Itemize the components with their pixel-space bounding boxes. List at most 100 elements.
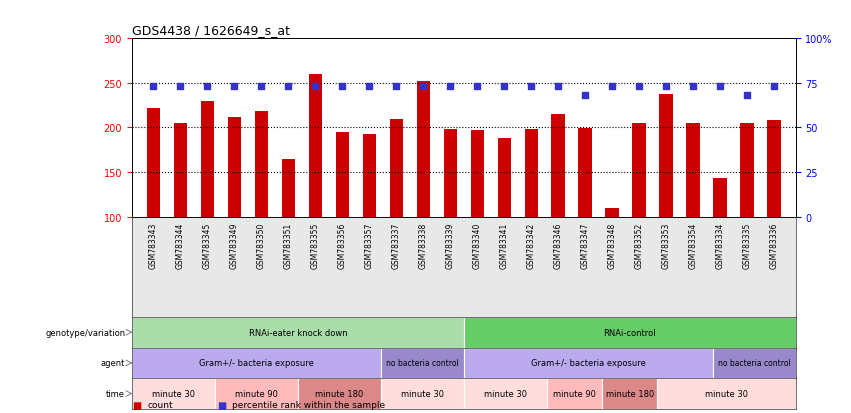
Text: GSM783356: GSM783356 <box>338 222 347 268</box>
Bar <box>713 179 727 217</box>
Bar <box>551 115 565 217</box>
Bar <box>464 348 713 378</box>
Bar <box>579 129 592 217</box>
Bar <box>471 131 484 217</box>
Bar <box>254 112 268 217</box>
Bar <box>174 124 187 217</box>
Point <box>740 93 754 100</box>
Point <box>605 84 619 90</box>
Text: genotype/variation: genotype/variation <box>45 328 125 337</box>
Text: GSM783351: GSM783351 <box>284 222 293 268</box>
Bar <box>768 121 781 217</box>
Text: GSM783335: GSM783335 <box>743 222 751 268</box>
Bar <box>605 208 619 217</box>
Bar <box>660 95 673 217</box>
Text: GSM783346: GSM783346 <box>554 222 563 268</box>
Bar <box>390 119 403 217</box>
Text: GSM783350: GSM783350 <box>257 222 266 268</box>
Bar <box>547 378 603 409</box>
Point <box>254 84 268 90</box>
Point <box>390 84 403 90</box>
Point <box>579 93 592 100</box>
Text: GSM783353: GSM783353 <box>662 222 671 268</box>
Text: GDS4438 / 1626649_s_at: GDS4438 / 1626649_s_at <box>132 24 290 37</box>
Bar <box>740 124 754 217</box>
Point <box>498 84 511 90</box>
Point <box>309 84 323 90</box>
Text: minute 30: minute 30 <box>483 389 527 398</box>
Text: GSM783337: GSM783337 <box>391 222 401 268</box>
Bar <box>687 124 700 217</box>
Bar <box>464 317 796 348</box>
Point <box>660 84 673 90</box>
Text: GSM783357: GSM783357 <box>365 222 374 268</box>
Point <box>471 84 484 90</box>
Text: percentile rank within the sample: percentile rank within the sample <box>232 400 386 409</box>
Text: GSM783352: GSM783352 <box>635 222 643 268</box>
Text: GSM783340: GSM783340 <box>473 222 482 268</box>
Text: minute 30: minute 30 <box>151 389 195 398</box>
Point <box>146 84 160 90</box>
Text: GSM783334: GSM783334 <box>716 222 725 268</box>
Text: RNAi-control: RNAi-control <box>603 328 656 337</box>
Text: RNAi-eater knock down: RNAi-eater knock down <box>248 328 347 337</box>
Bar <box>712 348 796 378</box>
Bar <box>309 75 323 217</box>
Text: time: time <box>106 389 125 398</box>
Text: GSM783349: GSM783349 <box>230 222 239 268</box>
Bar <box>657 378 796 409</box>
Bar <box>228 117 241 217</box>
Text: minute 90: minute 90 <box>553 389 596 398</box>
Point <box>443 84 457 90</box>
Point <box>632 84 646 90</box>
Text: ■: ■ <box>132 400 141 410</box>
Bar <box>214 378 298 409</box>
Point <box>282 84 295 90</box>
Text: GSM783354: GSM783354 <box>688 222 698 268</box>
Bar <box>380 378 464 409</box>
Point <box>768 84 781 90</box>
Bar <box>146 109 160 217</box>
Text: Gram+/- bacteria exposure: Gram+/- bacteria exposure <box>199 358 314 368</box>
Text: no bacteria control: no bacteria control <box>386 358 459 368</box>
Bar <box>132 348 380 378</box>
Text: GSM783341: GSM783341 <box>500 222 509 268</box>
Text: minute 30: minute 30 <box>705 389 748 398</box>
Bar <box>603 378 658 409</box>
Point <box>227 84 241 90</box>
Text: count: count <box>147 400 173 409</box>
Bar <box>298 378 381 409</box>
Text: minute 180: minute 180 <box>315 389 363 398</box>
Point <box>201 84 214 90</box>
Point <box>335 84 349 90</box>
Text: minute 90: minute 90 <box>235 389 277 398</box>
Bar <box>380 348 464 378</box>
Bar <box>335 133 349 217</box>
Text: GSM783345: GSM783345 <box>203 222 212 268</box>
Text: GSM783338: GSM783338 <box>419 222 428 268</box>
Text: GSM783343: GSM783343 <box>149 222 158 268</box>
Text: GSM783336: GSM783336 <box>769 222 779 268</box>
Point <box>524 84 538 90</box>
Text: GSM783348: GSM783348 <box>608 222 617 268</box>
Point <box>363 84 376 90</box>
Point <box>416 84 430 90</box>
Bar <box>524 130 538 217</box>
Bar <box>443 130 457 217</box>
Text: GSM783342: GSM783342 <box>527 222 536 268</box>
Bar <box>632 124 646 217</box>
Bar <box>464 378 547 409</box>
Text: GSM783347: GSM783347 <box>580 222 590 268</box>
Bar <box>282 159 295 217</box>
Point <box>687 84 700 90</box>
Point <box>713 84 727 90</box>
Bar <box>201 102 214 217</box>
Text: minute 180: minute 180 <box>606 389 654 398</box>
Text: minute 30: minute 30 <box>401 389 444 398</box>
Point <box>174 84 187 90</box>
Text: GSM783344: GSM783344 <box>176 222 185 268</box>
Text: no bacteria control: no bacteria control <box>718 358 791 368</box>
Point <box>551 84 565 90</box>
Bar <box>498 139 511 217</box>
Text: GSM783355: GSM783355 <box>311 222 320 268</box>
